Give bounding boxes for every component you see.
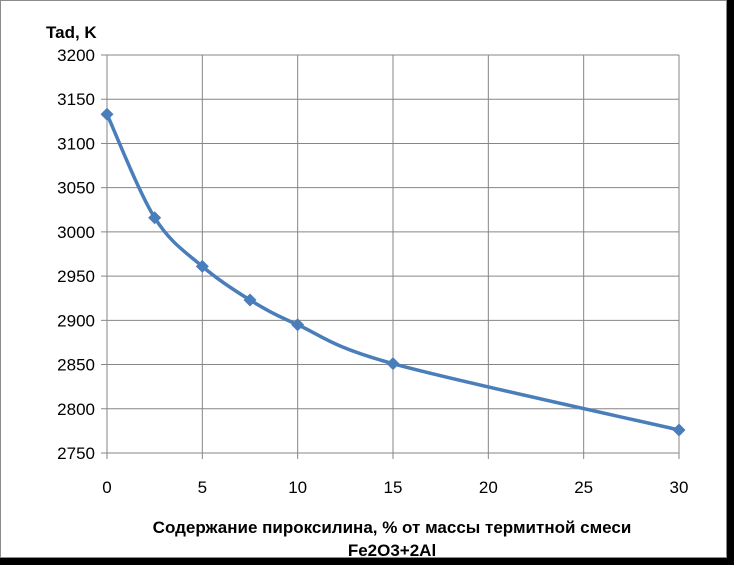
- data-point-marker: [100, 107, 114, 121]
- x-tick-label: 5: [198, 478, 207, 497]
- data-point-marker: [291, 318, 305, 332]
- x-tick-label: 20: [479, 478, 498, 497]
- x-tick-label: 30: [670, 478, 689, 497]
- x-tick-label: 25: [574, 478, 593, 497]
- y-tick-label: 3100: [57, 134, 95, 153]
- x-tick-label: 0: [102, 478, 111, 497]
- y-tick-label: 3150: [57, 90, 95, 109]
- x-tick-labels: 0 5 10 15 20 25 30: [102, 478, 688, 497]
- y-tick-label: 2850: [57, 356, 95, 375]
- data-point-marker: [148, 211, 162, 225]
- x-axis-title-line-1: Содержание пироксилина, % от массы терми…: [153, 518, 632, 537]
- grid-lines: [107, 54, 680, 453]
- data-point-marker: [672, 423, 686, 437]
- y-tick-label: 3200: [57, 46, 95, 65]
- y-tick-label: 2950: [57, 267, 95, 286]
- frame-shadow-right: [727, 6, 734, 565]
- data-point-marker: [195, 259, 209, 273]
- x-axis-title-line-2: Fe2O3+2Al: [348, 541, 436, 560]
- y-tick-label: 2800: [57, 400, 95, 419]
- y-tick-label: 2750: [57, 444, 95, 463]
- frame-shadow-bottom: [6, 558, 734, 565]
- data-point-marker: [243, 293, 257, 307]
- y-tick-label: 2900: [57, 311, 95, 330]
- y-axis-title: Tad, K: [46, 23, 97, 42]
- data-point-marker: [386, 357, 400, 371]
- x-tick-label: 15: [384, 478, 403, 497]
- y-tick-labels: 2750 2800 2850 2900 2950 3000 3050 3100 3150 3200: [57, 46, 95, 463]
- series-group: [100, 107, 686, 437]
- x-tick-label: 10: [288, 478, 307, 497]
- chart-frame: [0, 0, 727, 558]
- y-tick-label: 3000: [57, 223, 95, 242]
- y-tick-label: 3050: [57, 179, 95, 198]
- axes: [101, 54, 680, 459]
